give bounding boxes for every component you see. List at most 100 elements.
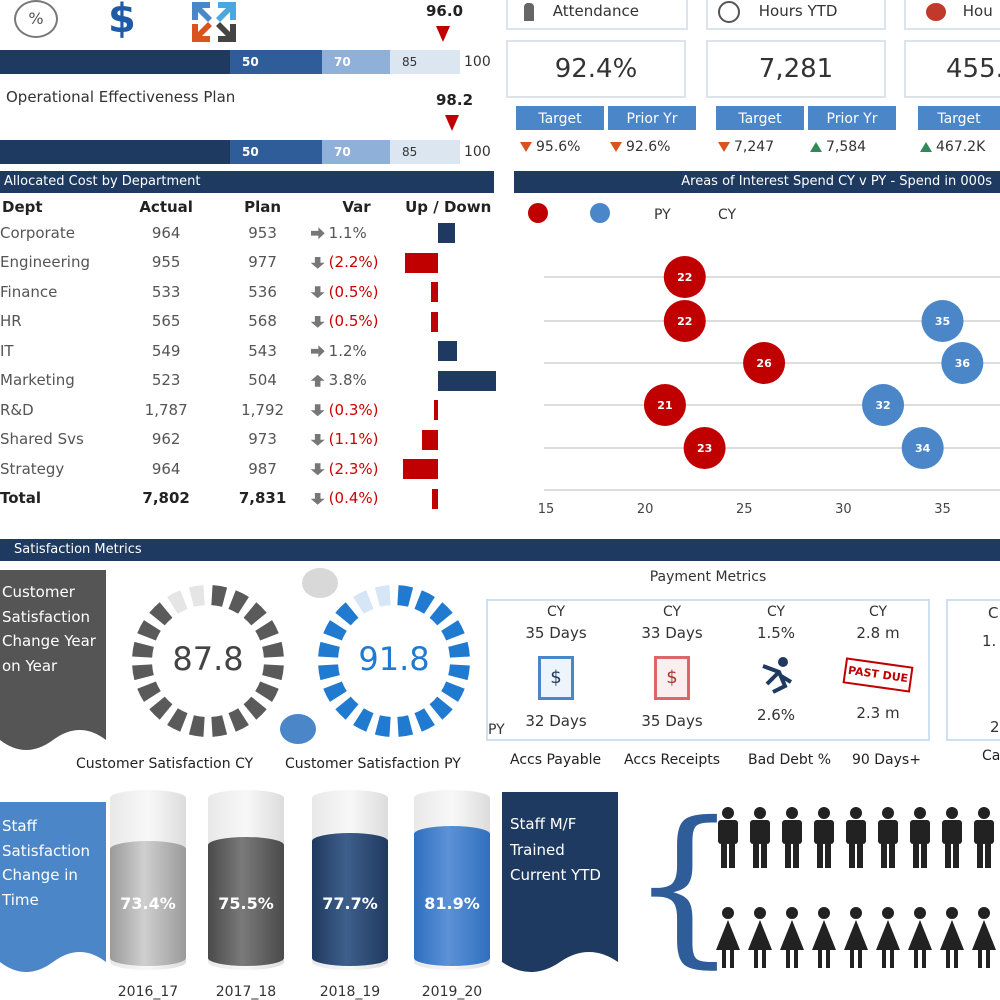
plan-cell: 1,792 bbox=[241, 400, 285, 419]
ring-segment bbox=[149, 602, 173, 626]
variance-arrow-icon bbox=[310, 256, 325, 269]
ring-segment bbox=[335, 602, 359, 626]
pay-cy-value: 35 Days bbox=[525, 624, 587, 642]
ring-segment bbox=[414, 590, 435, 614]
kpi-third-target-label: Target bbox=[918, 106, 1000, 130]
variance-bar bbox=[433, 400, 439, 420]
ring-segment bbox=[132, 641, 154, 658]
kpi-attendance-value: 92.4% bbox=[506, 40, 686, 98]
variance-arrow-icon bbox=[310, 286, 325, 299]
cust-sat-py-label: Customer Satisfaction PY bbox=[285, 756, 461, 772]
payment-extra-v1: 1. bbox=[982, 632, 997, 650]
payment-title: Payment Metrics bbox=[649, 569, 767, 585]
down-arrow-icon bbox=[520, 142, 532, 152]
plan2-marker-icon bbox=[445, 115, 459, 131]
plan2-seg-70: 70 bbox=[322, 140, 390, 164]
point-label: 21 bbox=[657, 399, 672, 412]
var-cell: (0.5%) bbox=[310, 307, 403, 337]
variance-arrow-icon bbox=[310, 227, 325, 240]
arrows-icon bbox=[192, 2, 236, 42]
ring-segment bbox=[137, 620, 161, 641]
actual-cell: 964 bbox=[151, 459, 181, 478]
var-cell: 1.1% bbox=[310, 218, 403, 248]
dept-cell: Strategy bbox=[0, 459, 65, 478]
variance-bar bbox=[438, 370, 497, 391]
chart-title: Areas of Interest Spend CY v PY - Spend … bbox=[514, 171, 1000, 193]
plan-cell: 953 bbox=[248, 223, 277, 242]
pay-cy-value: 33 Days bbox=[641, 624, 703, 642]
var-value: (0.5%) bbox=[328, 312, 379, 331]
kpi-third-title-box: Hou bbox=[904, 0, 1000, 30]
var-value: (2.3%) bbox=[328, 459, 379, 478]
var-cell: 1.2% bbox=[310, 336, 403, 366]
actual-cell: 1,787 bbox=[144, 400, 188, 419]
ring-segment bbox=[211, 715, 228, 737]
updown-cell bbox=[402, 366, 497, 396]
up-arrow-icon bbox=[810, 142, 822, 152]
col-var: Var bbox=[342, 198, 371, 216]
dept-cell: Engineering bbox=[0, 253, 90, 272]
variance-arrow-icon bbox=[310, 315, 325, 328]
variance-arrow-icon bbox=[310, 404, 325, 417]
point-label: 36 bbox=[955, 357, 971, 370]
ring-segment bbox=[262, 664, 284, 681]
cylinder-fill bbox=[414, 826, 490, 966]
var-cell: (0.4%) bbox=[310, 484, 403, 514]
cy-point bbox=[901, 427, 944, 469]
x-tick-label: 15 bbox=[538, 502, 555, 517]
col-plan: Plan bbox=[244, 198, 282, 216]
table-row: Corporate 964 953 1.1% bbox=[0, 218, 494, 248]
cost-table: Dept Actual Plan Var Up / Down Corporate… bbox=[0, 196, 497, 514]
male-icon bbox=[814, 807, 834, 868]
ring-segment bbox=[323, 620, 347, 641]
male-icon bbox=[974, 807, 994, 868]
updown-cell bbox=[402, 277, 494, 307]
pay-col-3: CY 1.5% 2.6% bbox=[730, 604, 822, 724]
ring-segment bbox=[441, 620, 465, 641]
satisfaction-section-title: Satisfaction Metrics bbox=[0, 539, 1000, 561]
plan2-max: 100 bbox=[464, 144, 491, 160]
cylinder-year: 2018_19 bbox=[319, 984, 381, 1000]
dept-cell: IT bbox=[0, 341, 14, 360]
plan-cell: 568 bbox=[248, 312, 277, 331]
male-icon bbox=[942, 807, 962, 868]
pay-name-4: 90 Days+ bbox=[852, 752, 921, 768]
staff-change-label: Staff Satisfaction Change in Time bbox=[2, 817, 91, 909]
cust-sat-py-ring bbox=[318, 585, 470, 737]
kpi-attendance-target: 95.6% bbox=[520, 137, 580, 157]
kpi-third-title: Hou bbox=[962, 2, 993, 20]
point-label: 22 bbox=[677, 315, 692, 328]
ring-segment bbox=[255, 620, 279, 641]
kpi-attendance-target-value: 95.6% bbox=[536, 139, 581, 155]
female-icon bbox=[780, 907, 804, 968]
var-cell: (0.5%) bbox=[310, 277, 403, 307]
plan1-bar: 50 70 85 bbox=[0, 50, 460, 74]
var-value: 3.8% bbox=[328, 371, 367, 390]
col-actual: Actual bbox=[139, 198, 193, 216]
plan1-marker-value: 96.0 bbox=[426, 2, 464, 20]
kpi-hours-title-box: Hours YTD bbox=[706, 0, 886, 30]
plan-cell: 977 bbox=[248, 253, 277, 272]
var-value: (0.4%) bbox=[328, 489, 379, 508]
plan-cell: 987 bbox=[248, 459, 277, 478]
kpi-attendance-prior-value: 92.6% bbox=[626, 139, 671, 155]
pay-cy-label: CY bbox=[868, 604, 888, 620]
py-point bbox=[743, 342, 786, 384]
legend-cy-marker bbox=[590, 203, 610, 223]
ring-segment bbox=[374, 715, 391, 737]
payment-extra-name: Ca bbox=[982, 748, 1000, 764]
table-row: Engineering 955 977 (2.2%) bbox=[0, 248, 494, 278]
ring-segment bbox=[167, 708, 188, 732]
cylinder-value: 77.7% bbox=[322, 894, 378, 913]
cylinder-year: 2019_20 bbox=[421, 984, 483, 1000]
male-icon bbox=[750, 807, 770, 868]
table-row: Shared Svs 962 973 (1.1%) bbox=[0, 425, 494, 455]
kpi-attendance-prior-label: Prior Yr bbox=[608, 106, 696, 130]
kpi-hours-value: 7,281 bbox=[706, 40, 886, 98]
point-label: 22 bbox=[677, 271, 692, 284]
table-row: Marketing 523 504 3.8% bbox=[0, 366, 497, 396]
male-icon bbox=[718, 807, 738, 868]
updown-cell bbox=[402, 307, 494, 337]
legend-py-label: PY bbox=[654, 207, 671, 223]
variance-bar bbox=[432, 488, 439, 509]
